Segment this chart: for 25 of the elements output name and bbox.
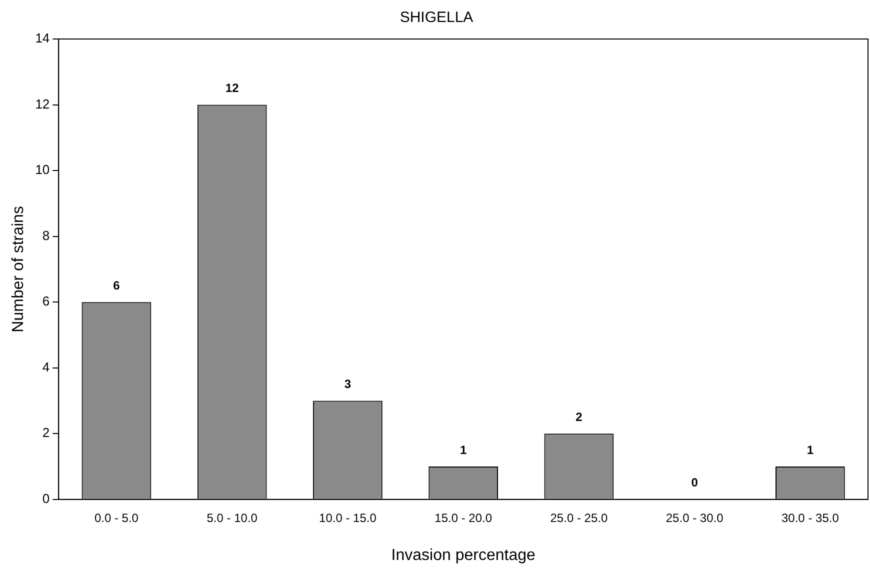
x-tick-label: 15.0 - 20.0 <box>434 510 492 525</box>
x-tick-label: 25.0 - 30.0 <box>666 510 724 525</box>
data-label: 0 <box>691 476 698 490</box>
x-tick-label: 30.0 - 35.0 <box>782 510 840 525</box>
x-tick-label: 0.0 - 5.0 <box>94 510 139 525</box>
y-tick-label: 8 <box>42 228 50 243</box>
y-tick-label: 6 <box>42 294 50 309</box>
y-tick-label: 10 <box>35 162 50 178</box>
y-tick-label: 14 <box>35 30 50 46</box>
data-label: 6 <box>113 278 120 292</box>
data-label: 1 <box>460 442 467 457</box>
x-axis-title: Invasion percentage <box>391 546 536 564</box>
data-label: 2 <box>576 410 583 424</box>
y-tick-label: 12 <box>35 96 50 112</box>
x-tick-label: 10.0 - 15.0 <box>319 510 377 525</box>
x-tick-label: 5.0 - 10.0 <box>206 510 258 525</box>
data-label: 3 <box>344 377 352 392</box>
y-tick-label: 0 <box>42 490 50 506</box>
data-label: 1 <box>806 442 814 457</box>
y-tick-label: 4 <box>42 359 50 374</box>
chart-title: SHIGELLA <box>400 9 474 26</box>
y-axis-title: Number of strains <box>10 206 28 332</box>
data-label: 12 <box>225 81 240 96</box>
x-tick-label: 25.0 - 25.0 <box>550 510 608 525</box>
y-tick-label: 2 <box>42 425 50 440</box>
